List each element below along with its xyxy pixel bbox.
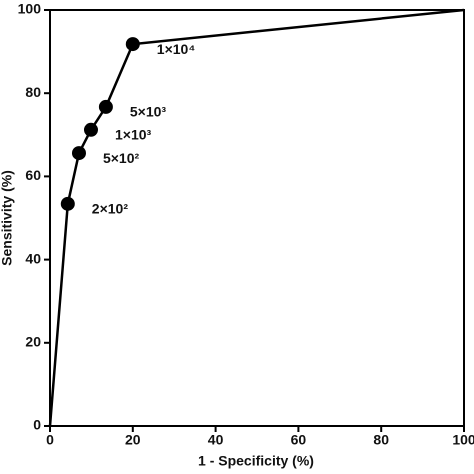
- y-tick-label: 40: [25, 250, 41, 266]
- point-marker: [125, 37, 140, 52]
- y-axis-label: Sensitivity (%): [0, 170, 15, 266]
- y-tick-label: 80: [25, 84, 41, 100]
- plot-frame: [49, 9, 465, 427]
- point-label: 1×10³: [115, 127, 152, 143]
- x-tick-label: 0: [46, 432, 54, 448]
- point-marker: [60, 196, 75, 211]
- y-tick-label: 0: [33, 417, 41, 433]
- x-tick-label: 80: [373, 432, 389, 448]
- x-axis-label: 1 - Specificity (%): [198, 453, 314, 469]
- point-marker: [71, 146, 86, 161]
- x-tick-label: 40: [208, 432, 224, 448]
- point-label: 1×10⁴: [157, 41, 196, 57]
- point-label: 2×10²: [92, 201, 129, 217]
- y-tick-label: 20: [25, 334, 41, 350]
- y-tick-label: 60: [25, 167, 41, 183]
- roc-line: [48, 8, 465, 427]
- x-tick-label: 60: [291, 432, 307, 448]
- point-label: 5×10²: [103, 150, 140, 166]
- x-tick-label: 100: [452, 432, 474, 448]
- point-marker: [98, 99, 113, 114]
- x-tick-label: 20: [125, 432, 141, 448]
- point-marker: [83, 122, 98, 137]
- y-tick-label: 100: [18, 1, 42, 17]
- point-label: 5×10³: [130, 104, 167, 120]
